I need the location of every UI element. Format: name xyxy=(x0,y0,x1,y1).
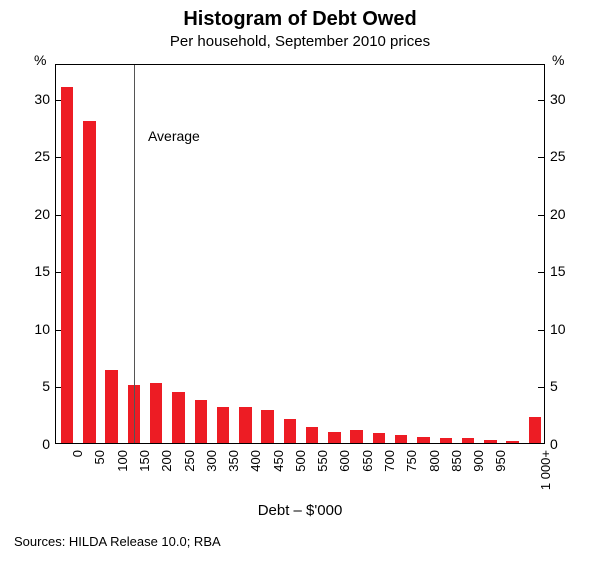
x-tick-label: 100 xyxy=(115,450,130,510)
x-tick-label: 300 xyxy=(204,450,219,510)
x-tick-label: 850 xyxy=(449,450,464,510)
x-tick-label: 750 xyxy=(404,450,419,510)
x-tick-label: 400 xyxy=(248,450,263,510)
x-tick-label: 900 xyxy=(471,450,486,510)
histogram-bar xyxy=(395,435,407,443)
y-tick-label: 25 xyxy=(10,148,50,164)
y-tick-label: 30 xyxy=(10,91,50,107)
histogram-bar xyxy=(529,417,541,443)
chart-container: Histogram of Debt Owed Per household, Se… xyxy=(0,0,600,562)
x-tick-label: 450 xyxy=(271,450,286,510)
y-tick-label: 10 xyxy=(10,321,50,337)
histogram-bar xyxy=(506,441,518,443)
histogram-bar xyxy=(61,87,73,443)
histogram-bar xyxy=(462,438,474,443)
x-tick-label: 550 xyxy=(315,450,330,510)
x-tick-label: 0 xyxy=(70,450,85,510)
x-tick-label: 50 xyxy=(92,450,107,510)
y-tick-label: 10 xyxy=(550,321,590,337)
histogram-bar xyxy=(484,440,496,443)
y-axis-unit-right: % xyxy=(552,52,564,68)
y-tick-label: 0 xyxy=(10,436,50,452)
histogram-bar xyxy=(239,407,251,443)
histogram-bar xyxy=(261,410,273,443)
x-tick-label: 950 xyxy=(493,450,508,510)
histogram-bar xyxy=(150,383,162,443)
histogram-bar xyxy=(284,419,296,443)
x-tick-label: 800 xyxy=(427,450,442,510)
histogram-bar xyxy=(373,433,385,443)
y-tick-label: 30 xyxy=(550,91,590,107)
histogram-bar xyxy=(105,370,117,443)
x-tick-label: 600 xyxy=(337,450,352,510)
histogram-bar xyxy=(440,438,452,443)
x-tick-label: 650 xyxy=(360,450,375,510)
x-tick-label: 150 xyxy=(137,450,152,510)
average-line xyxy=(134,65,135,443)
y-tick-label: 25 xyxy=(550,148,590,164)
y-tick-label: 20 xyxy=(10,206,50,222)
y-tick-label: 15 xyxy=(10,263,50,279)
x-tick-label: 700 xyxy=(382,450,397,510)
y-tick-label: 0 xyxy=(550,436,590,452)
histogram-bar xyxy=(83,121,95,443)
chart-subtitle: Per household, September 2010 prices xyxy=(0,31,600,50)
y-tick-label: 5 xyxy=(550,378,590,394)
histogram-bar xyxy=(306,427,318,443)
x-tick-label: 350 xyxy=(226,450,241,510)
chart-title: Histogram of Debt Owed xyxy=(0,0,600,31)
sources-note: Sources: HILDA Release 10.0; RBA xyxy=(14,534,221,549)
x-tick-label: 1 000+ xyxy=(538,450,553,510)
histogram-bar xyxy=(328,432,340,444)
average-label: Average xyxy=(148,128,200,144)
x-tick-label: 500 xyxy=(293,450,308,510)
histogram-bar xyxy=(350,430,362,443)
y-tick-label: 5 xyxy=(10,378,50,394)
histogram-bar xyxy=(417,437,429,443)
x-tick-label: 250 xyxy=(182,450,197,510)
histogram-bar xyxy=(195,400,207,443)
x-tick-label: 200 xyxy=(159,450,174,510)
histogram-bar xyxy=(217,407,229,443)
y-tick-label: 15 xyxy=(550,263,590,279)
plot-area: Average xyxy=(55,64,545,444)
histogram-bar xyxy=(172,392,184,443)
y-axis-unit-left: % xyxy=(34,52,46,68)
y-tick-label: 20 xyxy=(550,206,590,222)
